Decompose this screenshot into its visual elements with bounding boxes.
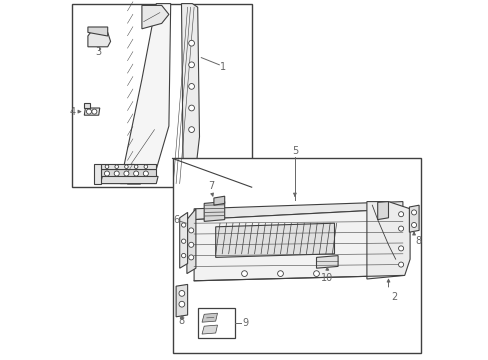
Text: 7: 7 (208, 181, 214, 192)
Text: 10: 10 (321, 273, 333, 283)
Polygon shape (194, 202, 402, 220)
Circle shape (123, 171, 129, 176)
Circle shape (179, 301, 184, 307)
Polygon shape (377, 202, 387, 220)
Circle shape (105, 165, 108, 168)
Circle shape (188, 127, 194, 132)
Polygon shape (88, 29, 110, 47)
Polygon shape (202, 325, 217, 334)
Text: 5: 5 (291, 146, 297, 156)
Text: 9: 9 (242, 318, 248, 328)
Circle shape (398, 226, 403, 231)
Circle shape (188, 84, 194, 89)
Circle shape (188, 40, 194, 46)
Circle shape (188, 242, 193, 247)
Circle shape (144, 165, 147, 168)
Circle shape (133, 171, 139, 176)
Text: 8: 8 (415, 236, 421, 246)
Polygon shape (88, 27, 107, 36)
Circle shape (398, 246, 403, 251)
Polygon shape (181, 4, 199, 184)
Circle shape (398, 262, 403, 267)
Polygon shape (172, 158, 420, 353)
Polygon shape (72, 4, 251, 187)
Circle shape (188, 228, 193, 233)
Polygon shape (84, 103, 90, 108)
Text: 6: 6 (173, 215, 179, 225)
Circle shape (188, 255, 193, 260)
Polygon shape (197, 308, 235, 338)
Circle shape (181, 253, 185, 258)
Circle shape (134, 165, 138, 168)
Polygon shape (101, 176, 158, 184)
Circle shape (188, 62, 194, 68)
Circle shape (179, 291, 184, 296)
Circle shape (181, 239, 185, 243)
Circle shape (104, 171, 109, 176)
Polygon shape (84, 108, 100, 115)
Polygon shape (176, 284, 187, 317)
Text: 8: 8 (179, 316, 184, 326)
Circle shape (398, 212, 403, 217)
Polygon shape (94, 164, 101, 184)
Polygon shape (194, 209, 402, 281)
Circle shape (411, 210, 416, 215)
Polygon shape (204, 202, 224, 221)
Circle shape (313, 271, 319, 276)
Circle shape (114, 171, 119, 176)
Circle shape (188, 105, 194, 111)
Circle shape (241, 271, 247, 276)
Polygon shape (142, 5, 168, 29)
Text: 2: 2 (390, 292, 396, 302)
Polygon shape (215, 223, 334, 257)
Polygon shape (316, 256, 337, 268)
Circle shape (86, 109, 91, 114)
Text: 1: 1 (220, 62, 225, 72)
Text: 4: 4 (69, 107, 75, 117)
Polygon shape (408, 205, 418, 232)
Circle shape (411, 222, 416, 228)
Circle shape (143, 171, 148, 176)
Circle shape (92, 109, 97, 114)
Polygon shape (179, 212, 187, 268)
Polygon shape (101, 169, 156, 176)
Polygon shape (202, 313, 217, 322)
Polygon shape (186, 209, 196, 274)
Text: 3: 3 (96, 47, 102, 57)
Polygon shape (120, 4, 170, 184)
Circle shape (124, 165, 128, 168)
Circle shape (277, 271, 283, 276)
Circle shape (115, 165, 118, 168)
Polygon shape (366, 202, 409, 279)
Polygon shape (213, 196, 224, 205)
Polygon shape (101, 164, 156, 169)
Circle shape (181, 223, 185, 227)
